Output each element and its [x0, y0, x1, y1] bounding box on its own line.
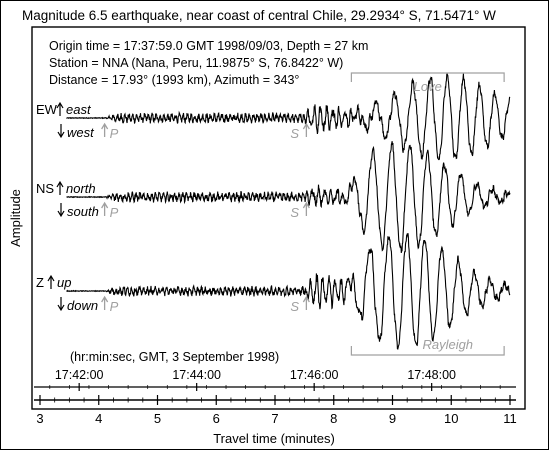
gmt-tick-label: 17:42:00	[55, 368, 104, 382]
phase-markers-group: P S P S P S Love Rayleigh	[101, 72, 505, 356]
x-tick-label: 6	[213, 411, 220, 426]
gmt-tick-label: 17:48:00	[407, 368, 456, 382]
plot-frame	[31, 26, 526, 410]
up-arrow-icon	[56, 180, 64, 195]
gmt-axis: 17:42:00 17:44:00 17:46:00 17:48:00	[34, 368, 516, 391]
down-direction-label: south	[67, 204, 99, 219]
up-arrow-icon	[56, 101, 64, 116]
p-arrow-icon	[101, 295, 109, 310]
trace-ew	[66, 73, 511, 161]
traces-group: EW east west NS north south Z up down	[36, 73, 511, 350]
info-line-station: Station = NNA (Nana, Peru, 11.9875° S, 7…	[49, 56, 343, 70]
up-arrow-icon	[47, 274, 55, 289]
gmt-tick-label: 17:44:00	[172, 368, 221, 382]
up-direction-label: up	[57, 275, 71, 290]
s-arrow-icon	[302, 122, 310, 137]
info-line-distance: Distance = 17.93° (1993 km), Azimuth = 3…	[49, 73, 299, 87]
s-phase-label: S	[290, 299, 299, 314]
chart-title: Magnitude 6.5 earthquake, near coast of …	[22, 8, 496, 23]
x-tick-label: 9	[389, 411, 396, 426]
p-arrow-icon	[101, 201, 109, 216]
love-wave-label: Love	[414, 79, 442, 94]
x-tick-label: 11	[503, 411, 517, 426]
down-arrow-icon	[57, 124, 65, 139]
component-label: EW	[36, 102, 58, 117]
p-phase-label: P	[110, 299, 119, 314]
down-arrow-icon	[57, 297, 65, 312]
rayleigh-wave-label: Rayleigh	[422, 337, 473, 352]
s-arrow-icon	[302, 201, 310, 216]
down-direction-label: down	[67, 298, 98, 313]
down-direction-label: west	[67, 125, 95, 140]
x-tick-label: 4	[95, 411, 102, 426]
love-wave-bracket	[350, 72, 505, 82]
x-tick-label: 3	[36, 411, 43, 426]
p-phase-label: P	[110, 205, 119, 220]
p-phase-label: P	[110, 126, 119, 141]
up-direction-label: north	[66, 181, 96, 196]
y-axis-label: Amplitude	[8, 189, 23, 247]
x-axis: 3 4 5 6 7 8 9 10 11	[34, 395, 517, 426]
rayleigh-wave-bracket	[350, 346, 505, 356]
s-phase-label: S	[290, 126, 299, 141]
component-label: NS	[36, 181, 54, 196]
x-tick-label: 5	[154, 411, 161, 426]
p-arrow-icon	[101, 122, 109, 137]
component-label: Z	[36, 275, 44, 290]
gmt-axis-title: (hr:min:sec, GMT, 3 September 1998)	[70, 350, 279, 364]
info-line-origin: Origin time = 17:37:59.0 GMT 1998/09/03,…	[49, 39, 368, 53]
trace-ns	[66, 141, 511, 254]
s-arrow-icon	[302, 295, 310, 310]
x-tick-label: 8	[330, 411, 337, 426]
up-direction-label: east	[66, 102, 92, 117]
x-tick-label: 10	[444, 411, 458, 426]
x-tick-label: 7	[271, 411, 278, 426]
s-phase-label: S	[290, 205, 299, 220]
x-axis-label: Travel time (minutes)	[213, 431, 335, 446]
trace-z	[66, 233, 511, 350]
gmt-tick-label: 17:46:00	[290, 368, 339, 382]
down-arrow-icon	[57, 203, 65, 218]
